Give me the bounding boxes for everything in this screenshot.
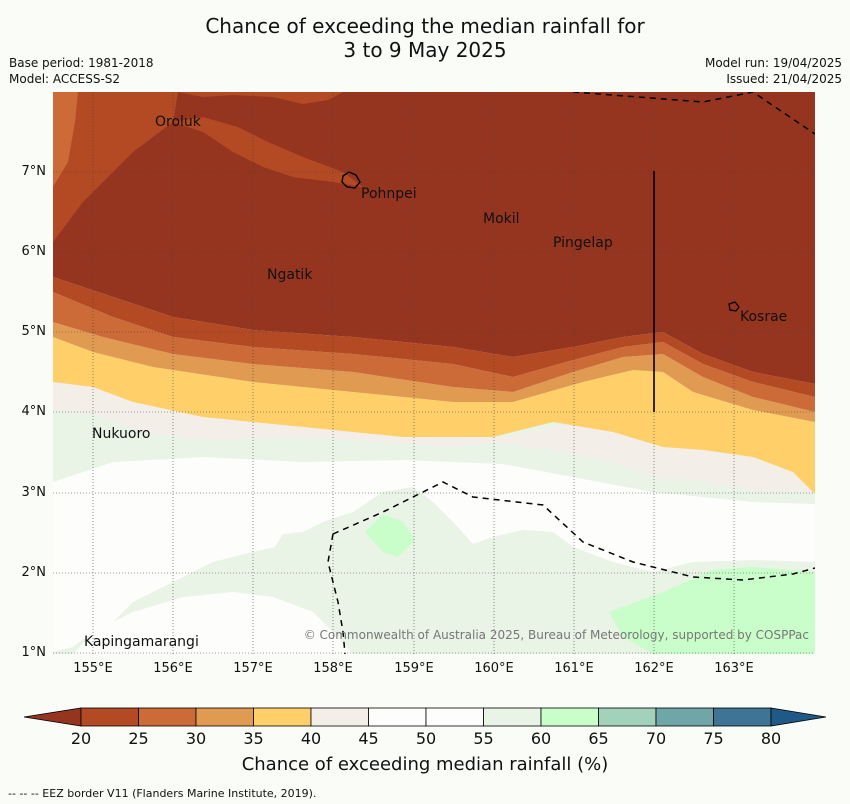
colorbar-high-arrow: [770, 707, 826, 727]
issued-label: Issued: 21/04/2025: [726, 72, 842, 86]
colorbar-title: Chance of exceeding median rainfall (%): [241, 754, 609, 775]
longitude-label: 161°E: [554, 661, 594, 676]
eez-credit: -- -- -- EEZ border V11 (Flanders Marine…: [8, 787, 317, 800]
place-label-oroluk: Oroluk: [155, 114, 202, 130]
place-label-kosrae: Kosrae: [740, 309, 787, 325]
colorbar-tick-label: 75: [703, 729, 724, 748]
longitude-label: 155°E: [73, 661, 113, 676]
place-label-pingelap: Pingelap: [553, 235, 613, 251]
eez-border-central: [332, 481, 815, 581]
colorbar-tick-label: 70: [645, 729, 667, 748]
zone-20-25-northwest: [53, 92, 178, 242]
colorbar-segment: [368, 707, 427, 727]
meta-right: Model run: 19/04/2025 Issued: 21/04/2025: [705, 55, 842, 87]
longitude-label: 163°E: [714, 661, 754, 676]
zone-20-25-north: [178, 92, 343, 104]
rainfall-map: Oroluk Pohnpei Mokil Pingelap Ngatik Kos…: [53, 92, 815, 654]
longitude-label: 159°E: [394, 661, 434, 676]
eez-border-west: [327, 533, 346, 654]
base-period-label: Base period: 1981-2018: [9, 56, 154, 70]
colorbar-segment: [655, 707, 714, 727]
colorbar-segment: [483, 707, 542, 727]
colorbar-segment: [80, 707, 139, 727]
place-label-pohnpei: Pohnpei: [361, 186, 417, 202]
map-gridlines: [53, 92, 815, 654]
title-line-1: Chance of exceeding the median rainfall …: [205, 14, 645, 38]
pohnpei-island-outline: [341, 171, 361, 189]
meta-left: Base period: 1981-2018 Model: ACCESS-S2: [9, 55, 154, 87]
zone-50-55-west-pocket: [93, 514, 153, 557]
eez-border-north: [572, 92, 815, 135]
colorbar-tick-label: 55: [473, 729, 494, 748]
zone-35-40: [53, 337, 815, 494]
colorbar-tick-label: 35: [243, 729, 264, 748]
colorbar-segment: [195, 707, 254, 727]
colorbar-segment: [540, 707, 599, 727]
longitude-label: 160°E: [474, 661, 514, 676]
longitude-label: 156°E: [153, 661, 193, 676]
longitude-label: 162°E: [634, 661, 674, 676]
colorbar-segment: [253, 707, 312, 727]
colorbar-tick-label: 30: [185, 729, 207, 748]
longitude-label: 158°E: [313, 661, 353, 676]
colorbar-tick-label: 25: [128, 729, 149, 748]
colorbar-tick-label: 40: [300, 729, 322, 748]
zone-25-30: [53, 292, 815, 412]
map-title: Chance of exceeding the median rainfall …: [0, 14, 850, 62]
place-label-kapingamarangi: Kapingamarangi: [84, 634, 199, 650]
kosrae-island-outline: [728, 301, 740, 312]
zone-20-25: [53, 277, 815, 397]
colorbar-tick-label: 80: [760, 729, 782, 748]
latitude-label: 2°N: [21, 565, 47, 580]
latitude-label: 3°N: [21, 485, 47, 500]
zone-25-30-northwest: [53, 92, 78, 187]
colorbar-segment: [713, 707, 772, 727]
zone-60-65-east: [609, 567, 815, 654]
zone-50-55-central: [53, 457, 815, 652]
colorbar-tick-label: 45: [358, 729, 379, 748]
zone-below-20: [53, 92, 815, 384]
place-label-nukuoro: Nukuoro: [92, 426, 150, 442]
colorbar: [24, 707, 826, 727]
longitude-label: 157°E: [233, 661, 273, 676]
latitude-label: 4°N: [21, 404, 47, 419]
latitude-label: 1°N: [21, 645, 47, 660]
model-run-label: Model run: 19/04/2025: [704, 56, 842, 70]
latitude-label: 6°N: [21, 244, 47, 259]
zone-60-65-central: [365, 514, 415, 557]
colorbar-tick-label: 60: [530, 729, 552, 748]
zone-20-25-north-ridge: [173, 117, 363, 187]
colorbar-tick-label: 50: [415, 729, 437, 748]
colorbar-segment: [138, 707, 197, 727]
copyright-notice: © Commonwealth of Australia 2025, Bureau…: [304, 628, 809, 642]
place-label-mokil: Mokil: [483, 211, 520, 227]
colorbar-segment: [310, 707, 369, 727]
model-label: Model: ACCESS-S2: [9, 72, 121, 86]
colorbar-low-arrow: [24, 707, 82, 727]
colorbar-segment: [598, 707, 657, 727]
latitude-label: 7°N: [21, 164, 47, 179]
colorbar-segment: [425, 707, 484, 727]
zone-30-35: [53, 322, 815, 422]
colorbar-tick-label: 20: [70, 729, 92, 748]
title-line-2: 3 to 9 May 2025: [343, 38, 507, 62]
latitude-label: 5°N: [21, 324, 47, 339]
colorbar-tick-label: 65: [588, 729, 609, 748]
zone-40-45: [53, 382, 815, 494]
place-label-ngatik: Ngatik: [267, 267, 313, 283]
zone-50-55-south-strip: [73, 592, 353, 654]
